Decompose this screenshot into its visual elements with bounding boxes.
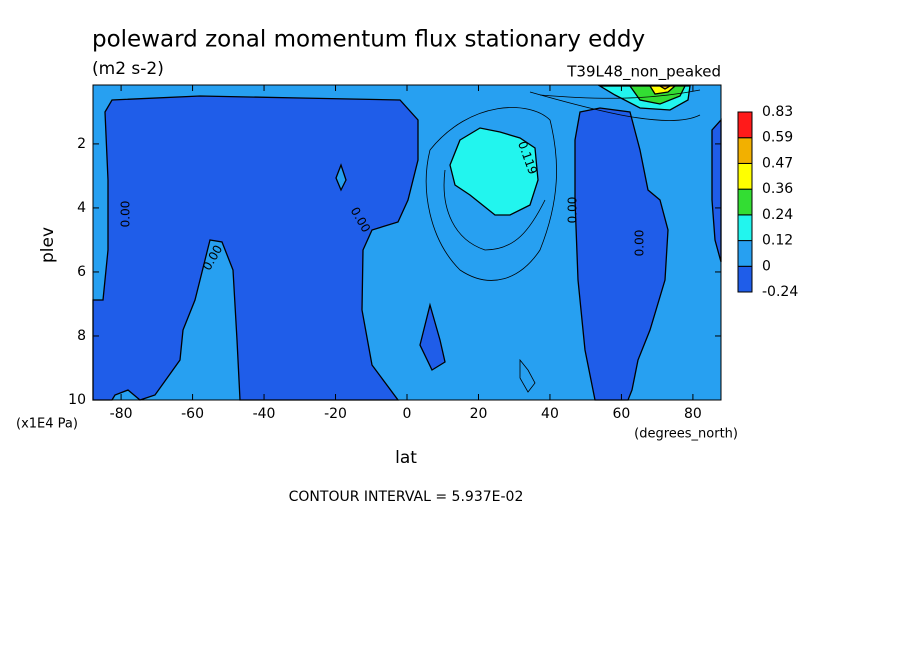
footnote: CONTOUR INTERVAL = 5.937E-02 bbox=[289, 489, 524, 505]
level-region bbox=[335, 163, 347, 192]
contour-line bbox=[425, 107, 557, 281]
colorbar-label: -0.24 bbox=[762, 284, 798, 300]
x-tick-label: 80 bbox=[684, 406, 702, 422]
x-tick-label: -60 bbox=[181, 406, 204, 422]
colorbar-label: 0 bbox=[762, 258, 771, 274]
run-label: T39L48_non_peaked bbox=[566, 63, 721, 82]
x-tick-label: 0 bbox=[403, 406, 412, 422]
y-tick-label: 2 bbox=[77, 136, 86, 152]
colorbar-box bbox=[737, 265, 753, 293]
contour-label: 0.00 bbox=[119, 201, 133, 228]
level-region bbox=[419, 302, 446, 371]
chart-title: poleward zonal momentum flux stationary … bbox=[92, 27, 645, 53]
colorbar-label: 0.36 bbox=[762, 181, 793, 197]
x-tick-label: 20 bbox=[470, 406, 488, 422]
colorbar-box bbox=[737, 214, 753, 242]
x-tick-label: -20 bbox=[324, 406, 347, 422]
colorbar-label: 0.24 bbox=[762, 207, 793, 223]
units-subtitle: (m2 s-2) bbox=[92, 59, 164, 79]
colorbar-box bbox=[737, 240, 753, 267]
contour-line bbox=[519, 358, 536, 393]
x-axis-label: lat bbox=[395, 448, 417, 468]
y-units: (x1E4 Pa) bbox=[16, 417, 78, 432]
y-tick-label: 4 bbox=[77, 200, 86, 216]
contour-line bbox=[539, 89, 701, 99]
colorbar-label: 0.12 bbox=[762, 233, 793, 249]
x-tick-label: 40 bbox=[541, 406, 559, 422]
contour-line bbox=[529, 91, 701, 121]
y-tick-label: 10 bbox=[68, 392, 86, 408]
y-axis-label: plev bbox=[38, 227, 58, 263]
contour-label: 0.00 bbox=[633, 230, 647, 257]
colorbar-label: 0.47 bbox=[762, 155, 793, 171]
x-tick-label: -80 bbox=[110, 406, 133, 422]
contour-line bbox=[443, 169, 546, 251]
colorbar-label: 0.83 bbox=[762, 104, 793, 120]
x-tick-label: 60 bbox=[613, 406, 631, 422]
colorbar-box bbox=[737, 111, 753, 139]
colorbar-box bbox=[737, 162, 753, 190]
colorbar-label: 0.59 bbox=[762, 130, 793, 146]
level-region bbox=[449, 127, 539, 216]
colorbar-box bbox=[737, 137, 753, 164]
x-units: (degrees_north) bbox=[634, 427, 738, 442]
level-region bbox=[574, 107, 669, 401]
x-tick-label: -40 bbox=[253, 406, 276, 422]
contour-label: 0.00 bbox=[566, 197, 580, 224]
y-tick-label: 6 bbox=[77, 264, 86, 280]
level-region bbox=[657, 85, 673, 90]
y-tick-label: 8 bbox=[77, 328, 86, 344]
colorbar-box bbox=[737, 188, 753, 216]
level-region bbox=[711, 118, 722, 263]
